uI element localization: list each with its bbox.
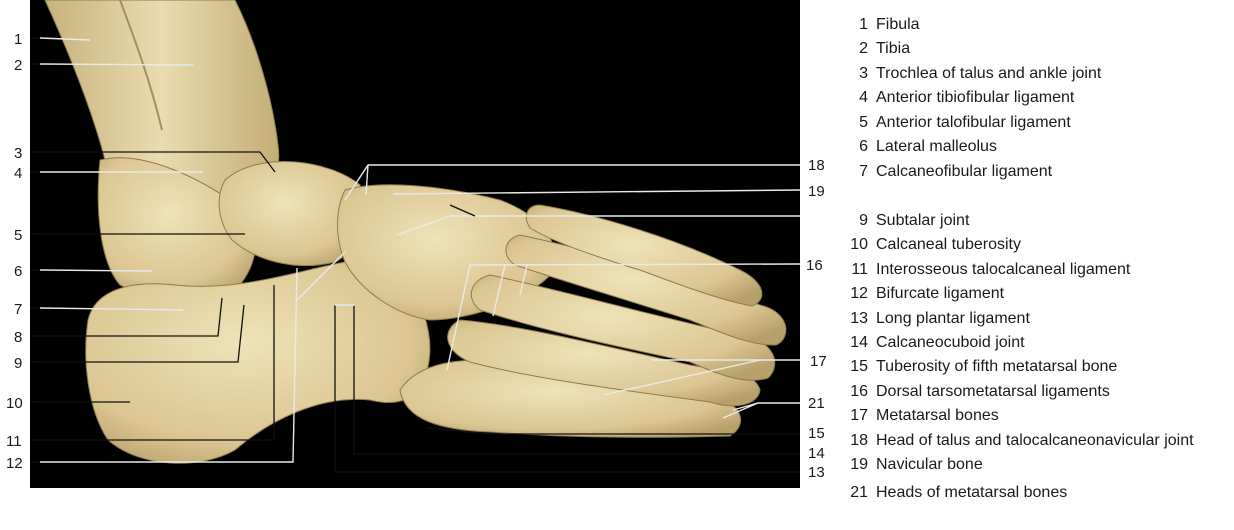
legend-item: 3 Trochlea of talus and ankle joint (838, 63, 1101, 85)
callout-numbers-right: 18 19 16 17 21 15 14 13 (806, 157, 827, 481)
legend-label: Anterior tibiofibular ligament (876, 89, 1075, 106)
callout-8: 8 (14, 329, 22, 346)
legend-label: Bifurcate ligament (876, 285, 1005, 302)
legend-number: 18 (850, 432, 868, 449)
callout-2: 2 (14, 57, 22, 74)
legend-number: 6 (859, 138, 868, 155)
legend-number: 12 (850, 285, 868, 302)
callout-1: 1 (14, 31, 22, 48)
leader-lines (30, 37, 801, 473)
callout-17: 17 (810, 353, 827, 370)
legend-label: Dorsal tarsometatarsal ligaments (876, 383, 1110, 400)
callout-7: 7 (14, 301, 22, 318)
foot-skeleton-illustration (44, 0, 787, 464)
legend-number: 21 (850, 484, 868, 501)
legend-label: Lateral malleolus (876, 138, 997, 155)
legend-item: 1 Fibula (838, 14, 920, 36)
legend-item: 10 Calcaneal tuberosity (838, 234, 1021, 256)
legend-number: 17 (850, 407, 868, 424)
callout-13: 13 (808, 464, 825, 481)
legend-item: 6 Lateral malleolus (838, 136, 997, 158)
legend-label: Long plantar ligament (876, 310, 1030, 327)
legend-label: Anterior talofibular ligament (876, 114, 1071, 131)
legend-label: Metatarsal bones (876, 407, 999, 424)
legend-number: 16 (850, 383, 868, 400)
legend-item: 2 Tibia (838, 38, 910, 60)
metatarsal-1-shape (525, 204, 763, 307)
legend-item: 11 Interosseous talocalcaneal ligament (838, 259, 1130, 281)
legend-number: 19 (850, 456, 868, 473)
callout-11: 11 (6, 433, 22, 450)
legend-number: 15 (850, 358, 868, 375)
callout-14: 14 (808, 445, 825, 462)
legend-item: 5 Anterior talofibular ligament (838, 112, 1071, 134)
legend-item: 18 Head of talus and talocalcaneonavicula… (838, 430, 1194, 452)
callout-9: 9 (14, 355, 22, 372)
legend-item: 17 Metatarsal bones (838, 405, 999, 427)
legend-number: 10 (850, 236, 868, 253)
legend-item: 14 Calcaneocuboid joint (838, 332, 1025, 354)
fibula-ridge (119, 0, 163, 131)
legend-label: Tuberosity of fifth metatarsal bone (876, 358, 1118, 375)
talus-shape (218, 161, 366, 267)
legend-item: 21 Heads of metatarsal bones (838, 482, 1067, 504)
callout-12: 12 (6, 455, 23, 472)
metatarsal-3-shape (470, 274, 776, 381)
legend-item: 15 Tuberosity of fifth metatarsal bone (838, 356, 1117, 378)
legend-item: 4 Anterior tibiofibular ligament (838, 87, 1074, 109)
legend-number: 4 (859, 89, 868, 106)
callout-16: 16 (806, 257, 823, 274)
callout-21: 21 (808, 395, 825, 412)
callout-numbers-left: 1 2 3 4 5 6 7 8 9 10 11 12 (6, 31, 23, 472)
legend-label: Calcaneocuboid joint (876, 334, 1025, 351)
callout-15: 15 (808, 425, 825, 442)
legend-item: 9 Subtalar joint (838, 210, 969, 232)
legend-label: Calcaneofibular ligament (876, 163, 1053, 180)
legend-item: 12 Bifurcate ligament (838, 283, 1004, 305)
legend-number: 11 (851, 261, 868, 278)
callout-10: 10 (6, 395, 23, 412)
callout-6: 6 (14, 263, 22, 280)
callout-4: 4 (14, 165, 22, 182)
legend-label: Calcaneal tuberosity (876, 236, 1021, 253)
legend-item: 7 Calcaneofibular ligament (838, 161, 1052, 183)
legend-number: 7 (859, 163, 868, 180)
legend-number: 14 (850, 334, 868, 351)
legend-number: 3 (859, 65, 868, 82)
legend-number: 5 (859, 114, 868, 131)
legend-label: Fibula (876, 16, 920, 33)
legend-label: Navicular bone (876, 456, 983, 473)
legend-label: Trochlea of talus and ankle joint (876, 65, 1102, 82)
callout-18: 18 (808, 157, 825, 174)
legend-label: Subtalar joint (876, 212, 970, 229)
legend-number: 1 (859, 16, 868, 33)
callout-5: 5 (14, 227, 22, 244)
metatarsal-4-shape (447, 319, 761, 407)
legend-number: 9 (859, 212, 868, 229)
callout-3: 3 (14, 145, 22, 162)
legend-label: Head of talus and talocalcaneonavicular … (876, 432, 1194, 449)
legend-item: 16 Dorsal tarsometatarsal ligaments (838, 381, 1110, 403)
legend-number: 2 (859, 40, 868, 57)
legend-label: Heads of metatarsal bones (876, 484, 1068, 501)
legend-item: 19 Navicular bone (838, 454, 983, 476)
legend-label: Interosseous talocalcaneal ligament (876, 261, 1131, 278)
legend-item: 13 Long plantar ligament (838, 308, 1030, 330)
legend-number: 13 (850, 310, 868, 327)
legend-label: Tibia (876, 40, 911, 57)
callout-19: 19 (808, 183, 825, 200)
